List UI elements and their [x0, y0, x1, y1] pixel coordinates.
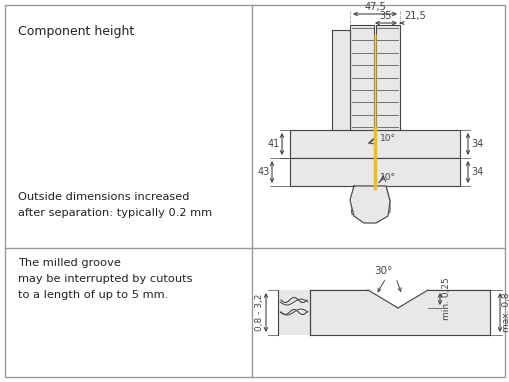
- Text: Component height: Component height: [18, 25, 134, 38]
- Text: Outside dimensions increased: Outside dimensions increased: [18, 192, 189, 202]
- Text: to a length of up to 5 mm.: to a length of up to 5 mm.: [18, 290, 168, 300]
- Bar: [290, 158, 459, 186]
- FancyBboxPatch shape: [331, 30, 349, 130]
- Polygon shape: [349, 186, 389, 223]
- Text: 34: 34: [470, 139, 483, 149]
- Text: The milled groove: The milled groove: [18, 258, 121, 268]
- Text: 10°: 10°: [379, 134, 395, 143]
- Text: 35: 35: [379, 11, 391, 21]
- Text: min. 0,25: min. 0,25: [441, 278, 450, 320]
- Text: max. 0,8: max. 0,8: [501, 293, 509, 332]
- Text: 21,5: 21,5: [403, 11, 425, 21]
- Bar: [277, 290, 309, 335]
- Polygon shape: [309, 290, 489, 335]
- Text: 30°: 30°: [373, 266, 391, 276]
- Text: may be interrupted by cutouts: may be interrupted by cutouts: [18, 274, 192, 284]
- Text: 47,5: 47,5: [363, 2, 385, 12]
- Bar: [290, 130, 459, 158]
- Text: 0,8 - 3,2: 0,8 - 3,2: [254, 294, 264, 331]
- Text: 10°: 10°: [379, 173, 395, 182]
- Bar: [375, 25, 399, 130]
- Text: 43: 43: [257, 167, 269, 177]
- Text: 41: 41: [267, 139, 279, 149]
- PathPatch shape: [351, 186, 389, 222]
- Text: 34: 34: [470, 167, 483, 177]
- Bar: [349, 25, 373, 130]
- Text: after separation: typically 0.2 mm: after separation: typically 0.2 mm: [18, 208, 212, 218]
